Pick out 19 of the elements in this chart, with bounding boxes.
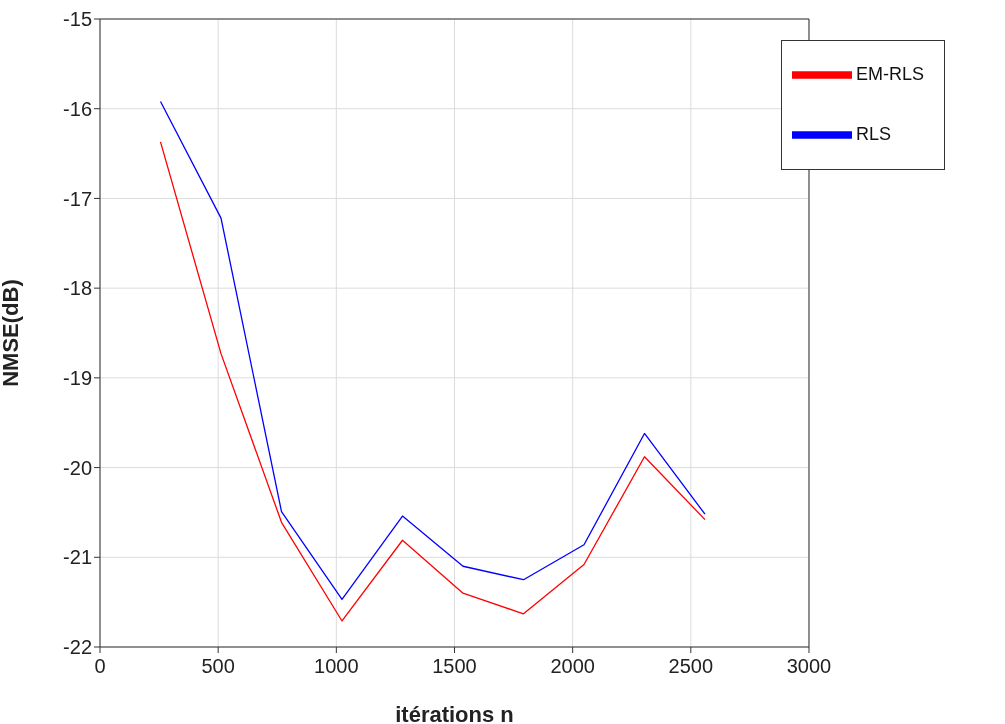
y-tick-label: -18 xyxy=(63,277,92,300)
x-tick-label: 1000 xyxy=(314,655,359,678)
x-tick-label: 2500 xyxy=(668,655,714,678)
x-axis-title: itérations n xyxy=(395,702,514,724)
y-axis-title: NMSE(dB) xyxy=(0,279,23,387)
x-tick-label: 0 xyxy=(94,655,106,678)
legend-label: EM-RLS xyxy=(855,63,924,84)
y-tick-label: -19 xyxy=(63,366,92,389)
legend-label: RLS xyxy=(855,123,891,144)
x-tick-label: 2000 xyxy=(550,655,595,678)
y-tick-label: -15 xyxy=(63,8,92,31)
y-tick-label: -17 xyxy=(63,187,92,210)
x-tick-label: 1500 xyxy=(432,655,477,678)
x-tick-label: 500 xyxy=(201,655,235,678)
y-tick-label: -20 xyxy=(63,456,92,479)
x-tick-label: 3000 xyxy=(786,655,832,678)
y-tick-label: -21 xyxy=(63,546,92,569)
y-tick-label: -16 xyxy=(63,97,92,120)
y-tick-label: -22 xyxy=(63,636,92,659)
